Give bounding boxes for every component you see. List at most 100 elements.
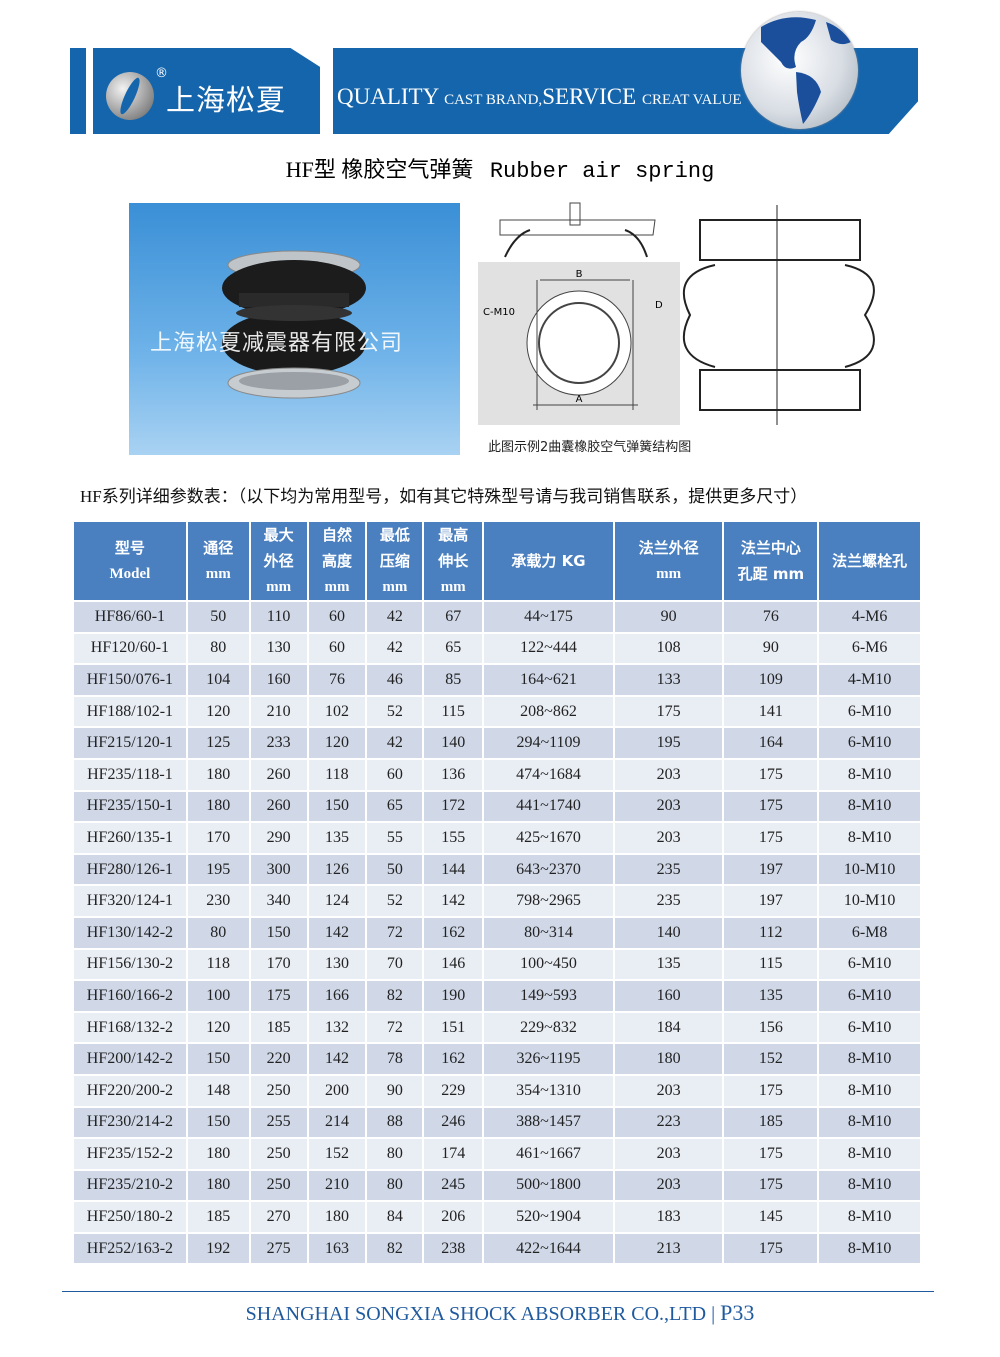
table-row: HF200/142-2 150 220 142 78 162 326~1195 180 152 8… [72,1042,922,1076]
diagram-caption: 此图示例2曲囊橡胶空气弹簧结构图 [488,440,692,455]
column-header: 最大 外径 mm [248,520,309,602]
table-cell: 461~1667 [482,1137,615,1171]
table-cell: 195 [185,852,251,887]
table-cell: 140 [612,915,725,950]
table-cell: 175 [722,757,820,792]
table-cell: 180 [306,1200,368,1234]
table-cell: HF120/60-1 [72,631,188,666]
table-row: HF168/132-2 120 185 132 72 151 229~832 184 156 6-… [72,1010,922,1045]
table-cell: 115 [722,947,820,982]
table-cell: 250 [248,1137,309,1171]
table-cell: 100~450 [482,947,615,982]
table-cell: 102 [306,694,368,729]
table-cell: 4-M10 [817,663,922,697]
label-d: D [655,300,663,311]
table-row: HF235/150-1 180 260 150 65 172 441~1740 203 175 8… [72,789,922,824]
table-cell: 6-M8 [817,915,922,950]
table-cell: 148 [185,1073,251,1108]
table-cell: HF320/124-1 [72,884,188,918]
footer: SHANGHAI SONGXIA SHOCK ABSORBER CO.,LTD … [245,1300,755,1325]
table-cell: 203 [612,1168,725,1203]
table-cell: 206 [422,1200,485,1234]
table-cell: 643~2370 [482,852,615,887]
table-cell: HF130/142-2 [72,915,188,950]
column-header-line: 孔距 mm [737,565,805,583]
table-cell: 76 [722,600,820,634]
table-cell: 150 [306,789,368,824]
brand-name: 上海松夏 [166,83,287,117]
table-cell: 180 [612,1042,725,1076]
table-cell: 6-M10 [817,979,922,1013]
table-cell: 152 [722,1042,820,1076]
table-row: HF160/166-2 100 175 166 82 190 149~593 160 135 6-… [72,979,922,1013]
table-cell: 84 [365,1200,425,1234]
table-cell: 6-M10 [817,726,922,760]
table-row: HF230/214-2 150 255 214 88 246 388~1457 223 185 8… [72,1105,922,1140]
table-cell: HF200/142-2 [72,1042,188,1076]
column-header-line: 法兰螺栓孔 [832,552,908,570]
table-cell: 203 [612,821,725,855]
table-cell: 170 [248,947,309,982]
table-cell: 151 [422,1010,485,1045]
table-cell: 10-M10 [817,852,922,887]
table-cell: 246 [422,1105,485,1140]
table-cell: 425~1670 [482,821,615,855]
table-row: HF235/118-1 180 260 118 60 136 474~1684 203 175 8… [72,757,922,792]
table-cell: 8-M10 [817,757,922,792]
table-cell: 55 [365,821,425,855]
table-cell: 203 [612,789,725,824]
table-cell: 130 [248,631,309,666]
column-header-line: mm [440,579,466,595]
column-header-line: mm [266,579,292,595]
table-cell: 118 [306,757,368,792]
table-cell: 8-M10 [817,1231,922,1266]
table-cell: 145 [722,1200,820,1234]
table-cell: 185 [722,1105,820,1140]
table-cell: 150 [248,915,309,950]
column-header-line: mm [324,579,350,595]
table-cell: 294~1109 [482,726,615,760]
column-header-line: mm [382,579,408,595]
table-cell: 354~1310 [482,1073,615,1108]
table-cell: 78 [365,1042,425,1076]
table-cell: 229 [422,1073,485,1108]
table-cell: 90 [612,600,725,634]
table-cell: HF215/120-1 [72,726,188,760]
table-cell: 474~1684 [482,757,615,792]
table-cell: 340 [248,884,309,918]
table-cell: 8-M10 [817,789,922,824]
table-cell: 235 [612,884,725,918]
column-header-line: 通径 [203,539,234,557]
table-cell: 163 [306,1231,368,1266]
table-cell: 208~862 [482,694,615,729]
table-row: HF235/210-2 180 250 210 80 245 500~1800 203 175 8… [72,1168,922,1203]
table-cell: 260 [248,757,309,792]
table-cell: 72 [365,1010,425,1045]
table-cell: 172 [422,789,485,824]
table-cell: 255 [248,1105,309,1140]
table-cell: 520~1904 [482,1200,615,1234]
table-cell: 175 [722,789,820,824]
table-cell: 104 [185,663,251,697]
table-cell: 175 [722,1231,820,1266]
table-cell: 160 [612,979,725,1013]
column-header-line: mm [656,566,682,582]
table-cell: 4-M6 [817,600,922,634]
column-header-line: 最低 [379,526,410,544]
table-cell: 85 [422,663,485,697]
table-cell: 90 [722,631,820,666]
table-cell: 235 [612,852,725,887]
column-header-line: 型号 [114,539,145,557]
table-cell: 8-M10 [817,1168,922,1203]
table-cell: 142 [306,915,368,950]
table-cell: 122~444 [482,631,615,666]
table-cell: 210 [248,694,309,729]
table-cell: HF235/118-1 [72,757,188,792]
table-cell: 141 [722,694,820,729]
table-cell: 125 [185,726,251,760]
table-cell: HF188/102-1 [72,694,188,729]
table-row: HF250/180-2 185 270 180 84 206 520~1904 183 145 8… [72,1200,922,1234]
table-cell: 120 [185,1010,251,1045]
globe-image [741,12,858,129]
table-cell: 175 [722,1137,820,1171]
